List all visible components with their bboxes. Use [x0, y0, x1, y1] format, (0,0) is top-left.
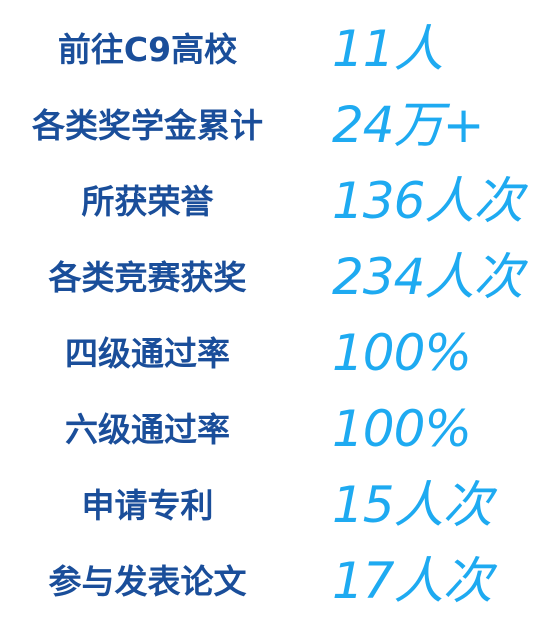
stat-row-honors: 所获荣誉 136人次	[0, 164, 545, 239]
stat-label: 各类奖学金累计	[32, 106, 263, 145]
stat-row-patent: 申请专利 15人次	[0, 468, 545, 543]
stat-row-cet6: 六级通过率 100%	[0, 392, 545, 467]
stat-row-papers: 参与发表论文 17人次	[0, 544, 545, 619]
stat-row-cet4: 四级通过率 100%	[0, 316, 545, 391]
stat-value: 24万+	[332, 96, 485, 154]
stat-label: 四级通过率	[65, 334, 230, 373]
stat-label: 六级通过率	[65, 410, 230, 449]
stat-label: 所获荣誉	[81, 182, 214, 221]
stat-value: 234人次	[332, 248, 523, 306]
stat-value: 17人次	[332, 552, 493, 610]
stat-value: 15人次	[332, 476, 493, 534]
stat-value: 136人次	[332, 172, 523, 230]
stat-value: 100%	[332, 324, 472, 382]
stat-row-c9: 前往C9高校 11人	[0, 12, 545, 87]
stat-row-competition: 各类竞赛获奖 234人次	[0, 240, 545, 315]
stat-label: 前往C9高校	[57, 30, 238, 69]
stat-label: 申请专利	[81, 486, 214, 525]
stat-value: 100%	[332, 400, 472, 458]
stat-value: 11人	[332, 20, 444, 78]
stat-label: 各类竞赛获奖	[48, 258, 247, 297]
stat-label: 参与发表论文	[48, 562, 247, 601]
stat-row-scholarship: 各类奖学金累计 24万+	[0, 88, 545, 163]
